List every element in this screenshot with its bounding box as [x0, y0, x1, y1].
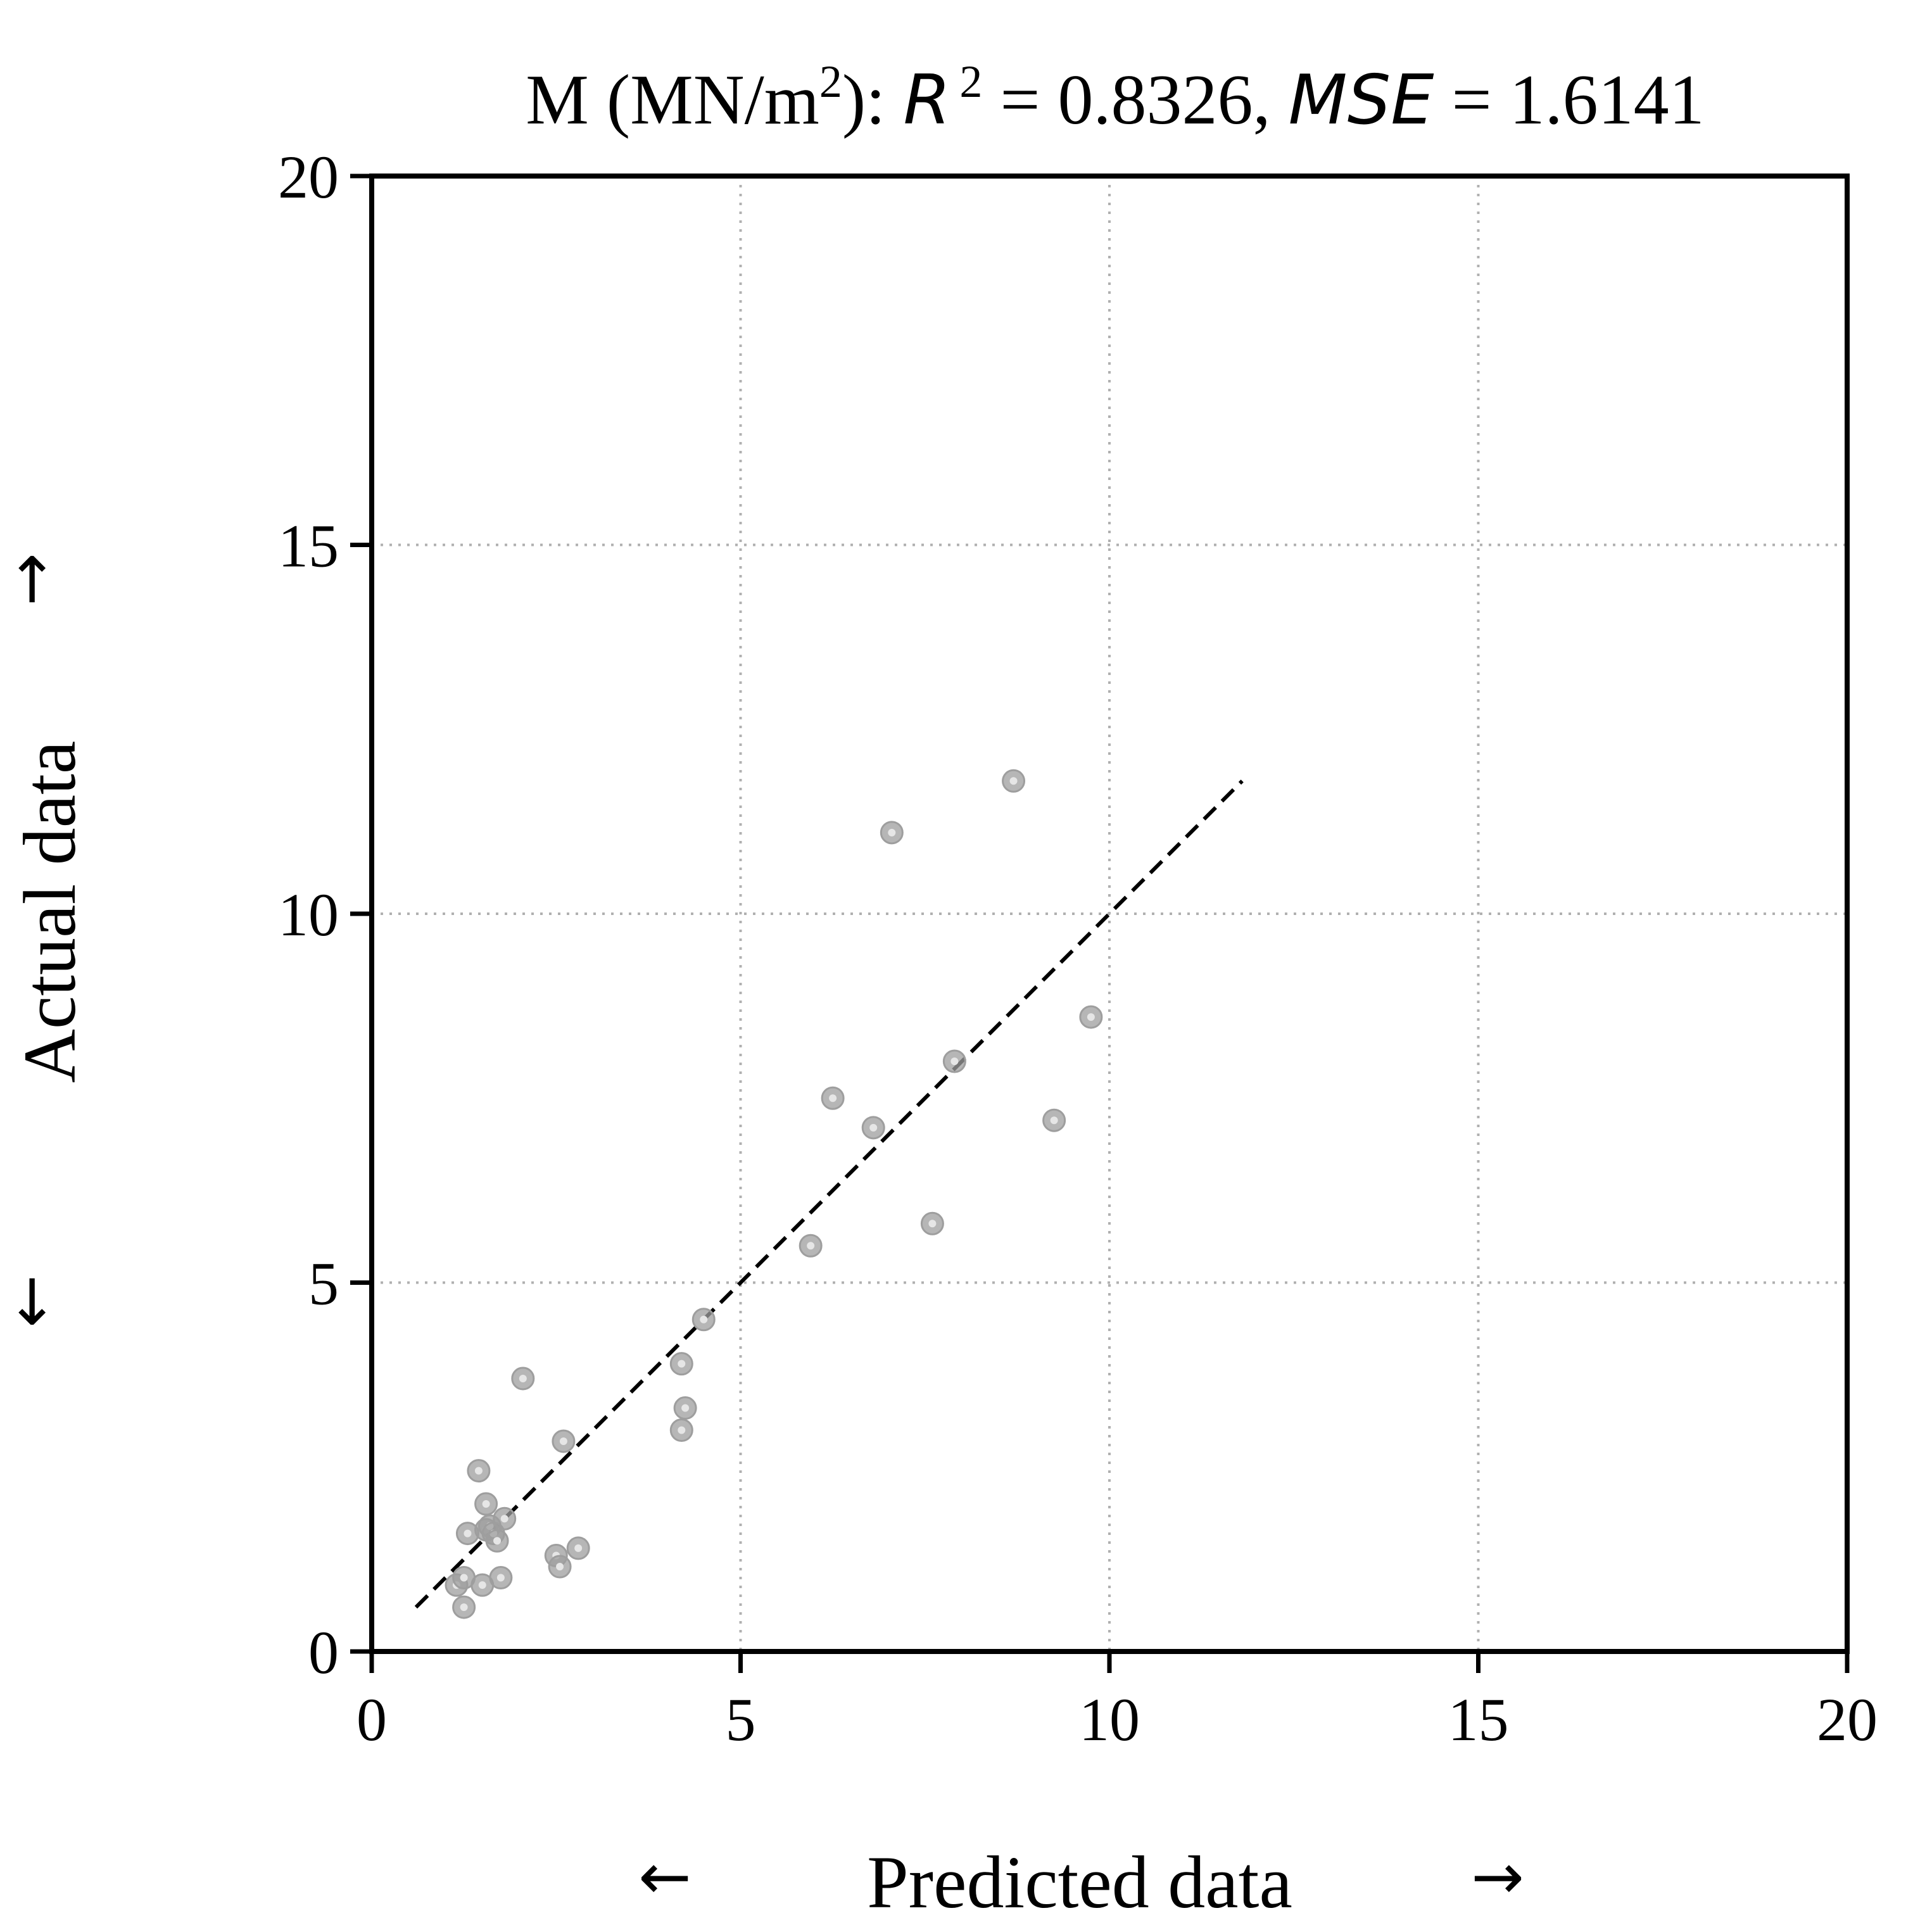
x-axis-right-arrow: → [1471, 1840, 1524, 1914]
data-point [861, 1116, 885, 1140]
y-tick-label: 5 [308, 1250, 339, 1318]
data-point [821, 1086, 845, 1110]
data-point-center [556, 1563, 564, 1571]
data-point [493, 1506, 517, 1531]
data-point-center [1009, 777, 1018, 785]
data-point-center [928, 1220, 937, 1228]
data-point [452, 1595, 476, 1619]
x-tick-label: 10 [1079, 1686, 1140, 1753]
data-point [669, 1418, 693, 1442]
data-point-center [478, 1581, 486, 1589]
data-point [1002, 769, 1026, 793]
data-point-center [829, 1094, 837, 1102]
x-axis-left-arrow: ← [638, 1840, 691, 1914]
data-point-center [1050, 1116, 1058, 1125]
y-tick-label: 10 [278, 881, 339, 949]
data-point [673, 1396, 697, 1420]
fit-line-layer [414, 780, 1244, 1609]
data-point [489, 1566, 513, 1589]
data-point-center [869, 1123, 878, 1132]
data-point-center [681, 1404, 690, 1412]
y-axis-ticks: 0 5 10 15 20 [278, 143, 372, 1686]
data-point-center [559, 1437, 567, 1445]
y-tick-label: 0 [308, 1619, 339, 1686]
y-axis-title: Actual data [8, 741, 91, 1083]
data-point [452, 1566, 476, 1589]
data-point [467, 1459, 491, 1483]
data-point-center [493, 1537, 502, 1545]
points-layer [445, 769, 1103, 1619]
data-point-center [519, 1374, 527, 1382]
data-point-center [474, 1467, 483, 1475]
data-point [548, 1555, 572, 1579]
data-point-center [500, 1515, 508, 1523]
data-point [691, 1308, 716, 1332]
data-point-center [950, 1058, 959, 1065]
data-point-center [678, 1426, 686, 1434]
data-point-center [460, 1574, 468, 1582]
x-axis-title: Predicted data [867, 1841, 1292, 1924]
data-point [920, 1211, 944, 1235]
data-point-center [460, 1603, 468, 1612]
data-point-center [888, 828, 896, 837]
data-point [511, 1367, 535, 1391]
data-point-center [574, 1544, 583, 1552]
data-point-center [1087, 1013, 1095, 1021]
data-point [1042, 1108, 1066, 1132]
data-point [485, 1529, 509, 1553]
y-axis-up-arrow: → [0, 553, 67, 606]
y-tick-label: 20 [278, 143, 339, 211]
x-tick-label: 5 [726, 1686, 756, 1753]
data-point-center [678, 1360, 686, 1368]
data-point [942, 1049, 966, 1073]
x-tick-label: 20 [1817, 1686, 1878, 1753]
data-point-center [482, 1500, 490, 1508]
data-point [669, 1352, 693, 1376]
x-tick-label: 15 [1448, 1686, 1509, 1753]
data-point [552, 1429, 576, 1453]
y-axis-down-arrow: ← [0, 1275, 67, 1328]
data-point [799, 1234, 823, 1258]
y-tick-label: 15 [278, 512, 339, 580]
data-point [880, 821, 904, 845]
data-point [474, 1492, 498, 1516]
data-point [470, 1573, 495, 1597]
data-point-center [807, 1242, 815, 1250]
x-axis-ticks: 0 5 10 15 20 [357, 1651, 1878, 1753]
data-point [1079, 1005, 1103, 1029]
data-point-center [464, 1529, 472, 1537]
data-point-center [700, 1315, 708, 1323]
grid [372, 176, 1847, 1651]
data-point [566, 1536, 590, 1560]
data-point-center [496, 1574, 505, 1582]
x-tick-label: 0 [357, 1686, 387, 1753]
fit-line [414, 780, 1244, 1609]
